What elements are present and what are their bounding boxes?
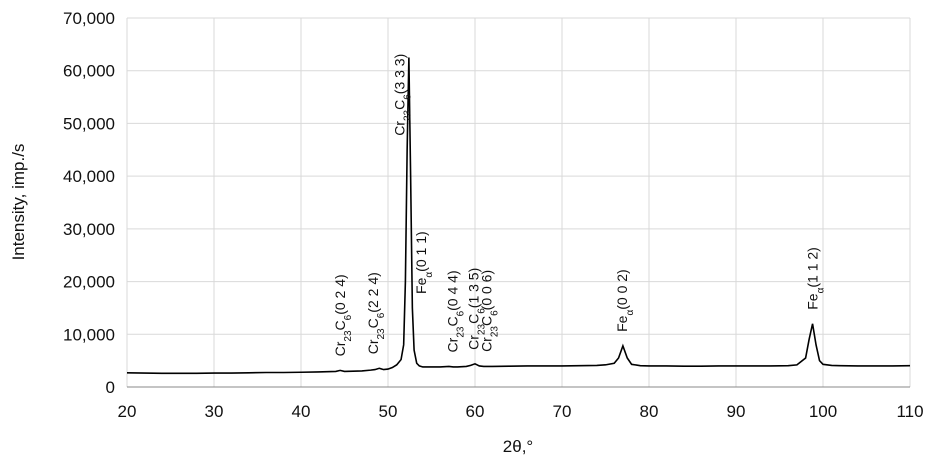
label-part: (0 0 2) bbox=[614, 269, 630, 309]
y-tick-label: 60,000 bbox=[63, 62, 115, 81]
subscript: 23 bbox=[455, 326, 466, 338]
subscript: 6 bbox=[455, 310, 466, 316]
subscript: 6 bbox=[489, 310, 500, 316]
peak-label: Cr23C6(0 0 6) bbox=[478, 270, 500, 352]
y-tick-label: 70,000 bbox=[63, 9, 115, 28]
label-part: Cr bbox=[465, 335, 481, 350]
peak-label: Feα(0 1 1) bbox=[413, 231, 435, 294]
label-part: (0 0 6) bbox=[478, 270, 494, 310]
x-tick-label: 40 bbox=[292, 402, 311, 421]
x-tick-label: 90 bbox=[727, 402, 746, 421]
y-tick-label: 30,000 bbox=[63, 220, 115, 239]
label-part: Fe bbox=[413, 277, 429, 294]
y-axis-label: Intensity, imp./s bbox=[9, 144, 28, 261]
label-part: C bbox=[478, 316, 494, 326]
label-part: C bbox=[465, 314, 481, 324]
label-part: C bbox=[391, 100, 407, 110]
subscript: 6 bbox=[376, 312, 387, 318]
x-tick-label: 60 bbox=[466, 402, 485, 421]
subscript: 6 bbox=[476, 308, 487, 314]
subscript: α bbox=[424, 272, 435, 278]
peak-label: Feα(0 0 2) bbox=[614, 269, 636, 332]
x-tick-label: 30 bbox=[205, 402, 224, 421]
label-part: Fe bbox=[805, 293, 821, 310]
subscript: 23 bbox=[489, 326, 500, 338]
y-tick-label: 40,000 bbox=[63, 167, 115, 186]
peak-label: Cr23C6(3 3 3) bbox=[391, 54, 413, 136]
x-tick-label: 50 bbox=[379, 402, 398, 421]
label-part: (0 1 1) bbox=[413, 231, 429, 271]
label-part: C bbox=[365, 318, 381, 328]
subscript: 23 bbox=[402, 109, 413, 121]
label-part: C bbox=[444, 316, 460, 326]
label-part: Cr bbox=[478, 337, 494, 352]
label-part: (3 3 3) bbox=[391, 54, 407, 94]
label-part: (2 2 4) bbox=[365, 272, 381, 312]
subscript: 23 bbox=[343, 330, 354, 342]
subscript: 23 bbox=[376, 328, 387, 340]
peak-label: Cr23C6(1 3 5) bbox=[465, 268, 487, 350]
label-part: Fe bbox=[614, 315, 630, 332]
x-tick-label: 70 bbox=[553, 402, 572, 421]
subscript: α bbox=[625, 310, 636, 316]
subscript: 23 bbox=[476, 323, 487, 335]
peak-label: Cr23C6(0 4 4) bbox=[444, 270, 466, 352]
x-axis-label: 2θ,° bbox=[503, 437, 533, 456]
subscript: α bbox=[815, 287, 826, 293]
y-tick-label: 50,000 bbox=[63, 114, 115, 133]
label-part: Cr bbox=[332, 341, 348, 356]
data-line bbox=[126, 57, 911, 375]
subscript: 6 bbox=[343, 314, 354, 320]
label-part: Cr bbox=[365, 339, 381, 354]
label-part: Cr bbox=[444, 337, 460, 352]
x-tick-label: 80 bbox=[640, 402, 659, 421]
label-part: C bbox=[332, 320, 348, 330]
label-part: (1 1 2) bbox=[805, 247, 821, 287]
y-tick-label: 10,000 bbox=[63, 325, 115, 344]
label-part: (0 2 4) bbox=[332, 274, 348, 314]
label-part: Cr bbox=[391, 121, 407, 136]
y-tick-label: 20,000 bbox=[63, 273, 115, 292]
y-tick-label: 0 bbox=[106, 378, 115, 397]
x-tick-label: 110 bbox=[896, 402, 923, 421]
peak-label: Feα(1 1 2) bbox=[805, 247, 827, 310]
label-part: (1 3 5) bbox=[465, 268, 481, 308]
label-part: (0 4 4) bbox=[444, 270, 460, 310]
subscript: 6 bbox=[402, 94, 413, 100]
peak-label: Cr23C6(0 2 4) bbox=[332, 274, 354, 356]
x-tick-label: 20 bbox=[118, 402, 137, 421]
peak-label: Cr23C6(2 2 4) bbox=[365, 272, 387, 354]
x-tick-label: 100 bbox=[809, 402, 837, 421]
